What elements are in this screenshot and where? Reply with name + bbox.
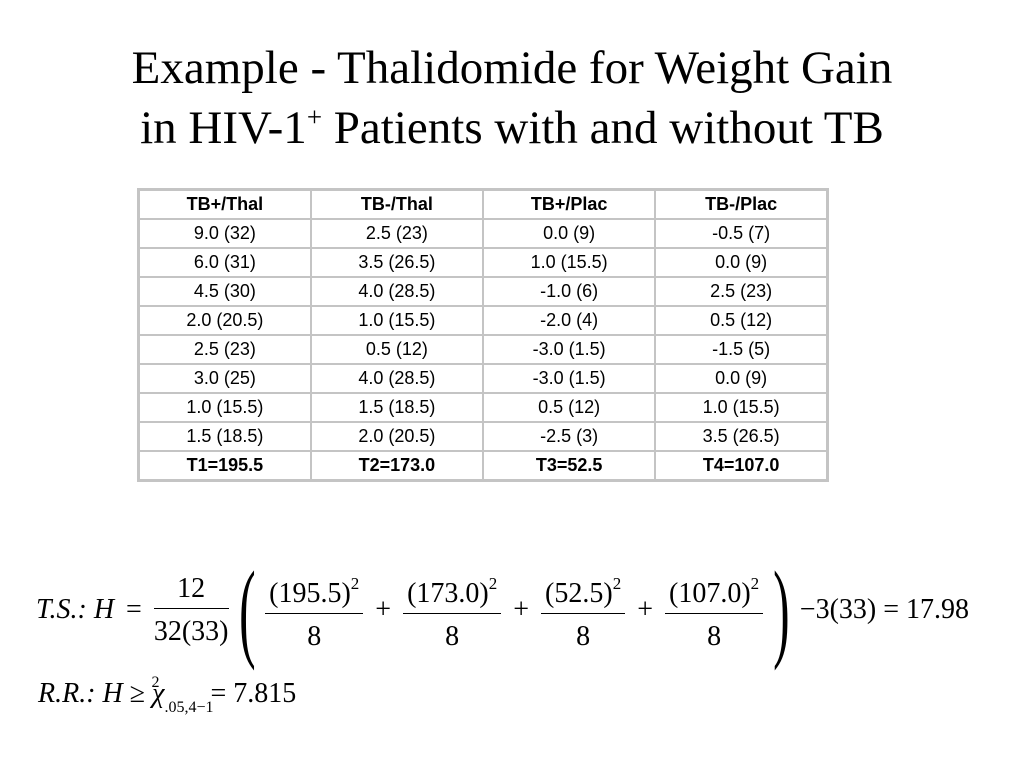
table-cell: 0.0 (9) <box>481 218 657 249</box>
column-header: TB+/Plac <box>481 188 657 220</box>
table-cell: 0.0 (9) <box>654 363 829 394</box>
table-header-row: TB+/Thal TB-/Thal TB+/Plac TB-/Plac <box>137 188 829 220</box>
chi-subscript: .05,4−1 <box>164 699 214 716</box>
table-cell: 0.5 (12) <box>309 334 485 365</box>
table-row: 3.0 (25) 4.0 (28.5) -3.0 (1.5) 0.0 (9) <box>137 363 829 394</box>
table-cell: 6.0 (31) <box>137 247 312 278</box>
chi-superscript: 2 <box>151 674 160 691</box>
plus-sign: + <box>513 594 530 625</box>
table-row: 1.0 (15.5) 1.5 (18.5) 0.5 (12) 1.0 (15.5) <box>137 392 829 423</box>
ts-label: T.S.: H <box>36 594 115 625</box>
data-table: TB+/Thal TB-/Thal TB+/Plac TB-/Plac 9.0 … <box>137 188 829 482</box>
table-cell: 1.0 (15.5) <box>481 247 657 278</box>
table-cell: 2.5 (23) <box>309 218 485 249</box>
rr-rhs: = 7.815 <box>210 678 297 709</box>
close-paren: ) <box>773 549 790 671</box>
table-cell: 2.5 (23) <box>654 276 829 307</box>
plus-sign: + <box>375 594 392 625</box>
equals-sign: = <box>126 594 142 625</box>
fraction-terms: (195.5)2 8 + (173.0)2 8 + (52.5)2 8 + (107.0)2 8 <box>265 565 764 656</box>
table-cell: 0.5 (12) <box>481 392 657 423</box>
total-cell: T4=107.0 <box>654 450 829 482</box>
table-cell: 3.5 (26.5) <box>309 247 485 278</box>
rr-label: R.R.: H <box>38 678 123 709</box>
table-cell: -3.0 (1.5) <box>481 363 657 394</box>
table-cell: -0.5 (7) <box>654 218 829 249</box>
totals-row: T1=195.5 T2=173.0 T3=52.5 T4=107.0 <box>137 450 829 482</box>
table-cell: -1.0 (6) <box>481 276 657 307</box>
ts-tail: −3(33) = 17.98 <box>799 594 970 625</box>
rank-sum-fraction: (107.0)2 8 <box>665 565 764 656</box>
table-cell: -1.5 (5) <box>654 334 829 365</box>
table-cell: 4.5 (30) <box>137 276 312 307</box>
column-header: TB-/Thal <box>309 188 485 220</box>
total-cell: T3=52.5 <box>481 450 657 482</box>
title-line-1: Example - Thalidomide for Weight Gain <box>131 42 893 94</box>
table-cell: 1.0 (15.5) <box>654 392 829 423</box>
plus-sign: + <box>637 594 653 625</box>
table-cell: -3.0 (1.5) <box>481 334 657 365</box>
table-cell: 2.0 (20.5) <box>309 421 485 452</box>
table-row: 2.5 (23) 0.5 (12) -3.0 (1.5) -1.5 (5) <box>137 334 829 365</box>
open-paren: ( <box>238 549 256 671</box>
table-cell: -2.5 (3) <box>481 421 657 452</box>
table-row: 4.5 (30) 4.0 (28.5) -1.0 (6) 2.5 (23) <box>137 276 829 307</box>
table-cell: 0.5 (12) <box>654 305 829 336</box>
rank-sum-fraction: (173.0)2 8 <box>403 565 502 656</box>
table-cell: 1.5 (18.5) <box>309 392 485 423</box>
table-cell: 2.0 (20.5) <box>137 305 312 336</box>
chi-symbol: χ <box>152 678 165 709</box>
column-header: TB+/Thal <box>137 188 312 220</box>
geq-sign: ≥ <box>129 678 146 709</box>
table-cell: 1.0 (15.5) <box>309 305 485 336</box>
table-body: 9.0 (32) 2.5 (23) 0.0 (9) -0.5 (7) 6.0 (31) 3… <box>137 218 829 482</box>
rank-sum-fraction: (195.5)2 8 <box>265 565 364 656</box>
title-line-2: in HIV-1+ Patients with and without TB <box>140 102 884 154</box>
table-cell: 2.5 (23) <box>137 334 312 365</box>
table-cell: 3.5 (26.5) <box>654 421 829 452</box>
table-row: 6.0 (31) 3.5 (26.5) 1.0 (15.5) 0.0 (9) <box>137 247 829 278</box>
total-cell: T1=195.5 <box>137 450 312 482</box>
table-cell: 1.0 (15.5) <box>137 392 312 423</box>
slide-title: Example - Thalidomide for Weight Gain in… <box>0 38 1024 158</box>
table-cell: 1.5 (18.5) <box>137 421 312 452</box>
table-row: 1.5 (18.5) 2.0 (20.5) -2.5 (3) 3.5 (26.5) <box>137 421 829 452</box>
table-cell: 4.0 (28.5) <box>309 363 485 394</box>
table-cell: 9.0 (32) <box>137 218 312 249</box>
table-row: 2.0 (20.5) 1.0 (15.5) -2.0 (4) 0.5 (12) <box>137 305 829 336</box>
rank-sum-fraction: (52.5)2 8 <box>541 565 626 656</box>
test-statistic-formula: T.S.: H = 12 32(33) ( (195.5)2 8 + (173.0)2… <box>36 549 970 671</box>
table-row: 9.0 (32) 2.5 (23) 0.0 (9) -0.5 (7) <box>137 218 829 249</box>
rejection-region-formula: R.R.: H ≥ χ.05,4−12 = 7.815 <box>38 674 296 717</box>
total-cell: T2=173.0 <box>309 450 485 482</box>
table-cell: 4.0 (28.5) <box>309 276 485 307</box>
lead-fraction: 12 32(33) <box>153 572 229 647</box>
column-header: TB-/Plac <box>654 188 829 220</box>
table-cell: 0.0 (9) <box>654 247 829 278</box>
table-cell: -2.0 (4) <box>481 305 657 336</box>
table-cell: 3.0 (25) <box>137 363 312 394</box>
